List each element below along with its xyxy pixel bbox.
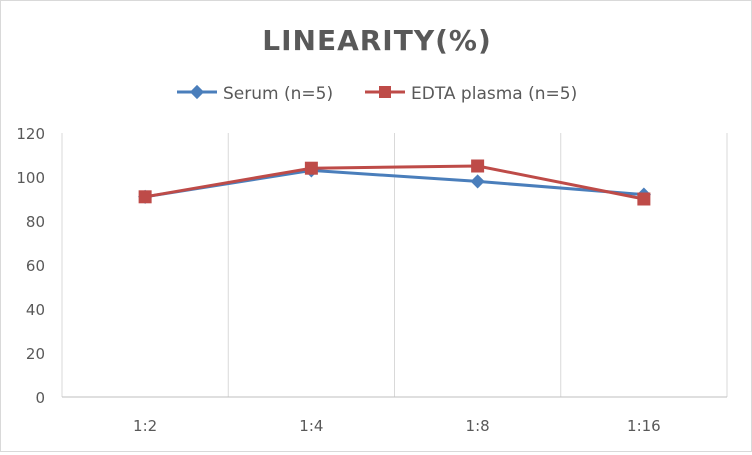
series-line-edta-plasma [144, 164, 645, 201]
y-tick-label: 100 [16, 169, 45, 187]
x-tick-label: 1:8 [466, 417, 490, 435]
y-tick-label: 20 [26, 345, 45, 363]
data-point-edta-plasma [637, 192, 651, 206]
y-tick-label: 0 [35, 389, 45, 407]
chart-title: LINEARITY(%) [262, 24, 492, 57]
x-tick-label: 1:16 [627, 417, 661, 435]
data-point-edta-plasma [138, 190, 152, 204]
legend-item-serum: Serum (n=5) [177, 84, 333, 104]
legend: Serum (n=5) EDTA plasma (n=5) [177, 84, 577, 104]
y-tick-label: 80 [26, 213, 45, 231]
legend-item-edta-plasma: EDTA plasma (n=5) [365, 84, 577, 104]
data-point-serum [470, 174, 485, 189]
x-tick-label: 1:4 [299, 417, 323, 435]
plot-area: 0 20 40 60 80 100 120 1:2 1:4 1:8 1:16 [16, 125, 728, 435]
legend-label-edta-plasma: EDTA plasma (n=5) [411, 84, 577, 104]
legend-label-serum: Serum (n=5) [223, 84, 333, 104]
x-tick-label: 1:2 [133, 417, 157, 435]
y-tick-label: 60 [26, 257, 45, 275]
y-tick-label: 120 [16, 125, 45, 143]
y-tick-label: 40 [26, 301, 45, 319]
data-point-edta-plasma [304, 161, 318, 175]
data-point-edta-plasma [471, 159, 485, 173]
